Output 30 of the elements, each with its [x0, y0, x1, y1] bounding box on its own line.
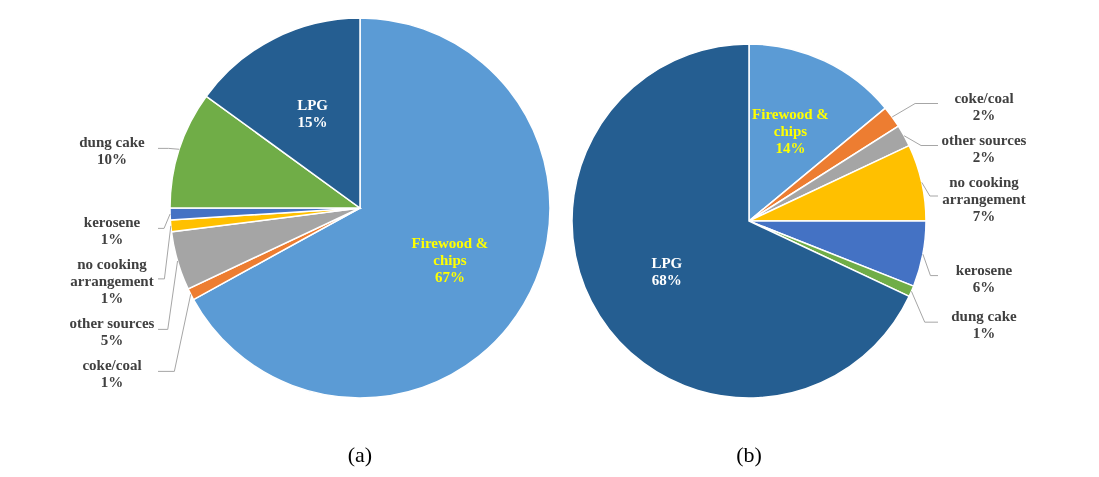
- data-label: 15%: [297, 113, 328, 130]
- slice-label: no cooking arrangement: [942, 173, 1026, 207]
- data-label: 5%: [100, 332, 124, 349]
- slice-label: kerosene: [955, 261, 1013, 278]
- text: (a): [347, 442, 373, 467]
- data-label: 10%: [97, 151, 127, 168]
- data-label: 1%: [972, 325, 996, 342]
- slice-label: dung cake: [951, 308, 1018, 325]
- slice-label: LPG: [651, 255, 683, 272]
- slice-label: coke/coal: [954, 89, 1014, 106]
- slice-label: LPG: [297, 96, 329, 113]
- data-label: 2%: [972, 106, 996, 123]
- text: (b): [736, 442, 762, 467]
- slice-label: Firewood & chips: [411, 234, 489, 268]
- slice-label: coke/coal: [82, 357, 142, 374]
- slice-label: kerosene: [83, 214, 141, 231]
- slice-label: other sources: [941, 131, 1027, 148]
- data-label: 2%: [972, 148, 996, 165]
- data-label: 1%: [100, 290, 124, 307]
- slice-label: dung cake: [79, 134, 146, 151]
- slice-label: no cooking arrangement: [70, 256, 154, 290]
- data-label: 14%: [775, 140, 806, 157]
- data-label: 7%: [972, 207, 996, 224]
- slice-label: Firewood & chips: [752, 106, 829, 140]
- data-label: 68%: [651, 272, 682, 289]
- data-label: 1%: [100, 374, 124, 391]
- data-label: 6%: [972, 278, 996, 295]
- data-label: 67%: [434, 268, 465, 285]
- data-label: 1%: [100, 231, 124, 248]
- slice-label: other sources: [69, 315, 155, 332]
